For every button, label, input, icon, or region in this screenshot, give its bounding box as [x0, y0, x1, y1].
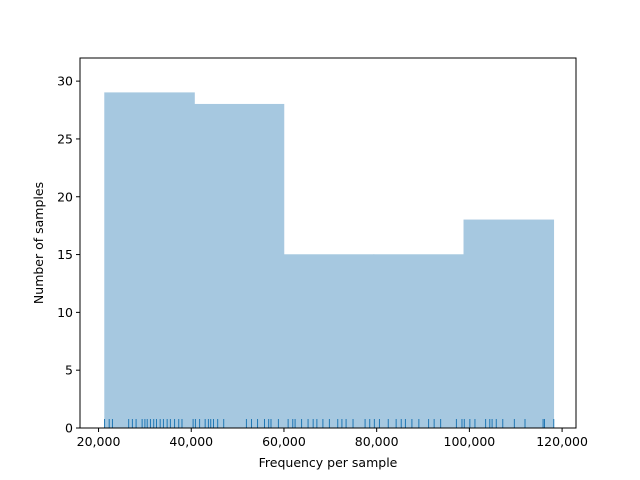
histogram-bar-5 [463, 219, 555, 429]
y-tick-label: 20 [57, 189, 73, 204]
x-axis-label: Frequency per sample [259, 455, 398, 470]
rug-marks [104, 419, 555, 428]
y-tick-label: 0 [65, 421, 73, 436]
x-tick-label: 80,000 [355, 434, 399, 449]
y-tick-label: 10 [57, 305, 73, 320]
y-tick-label: 15 [57, 247, 73, 262]
histogram-bar-3 [283, 254, 375, 429]
histogram-bars [104, 92, 555, 429]
histogram-bar-4 [373, 254, 465, 429]
x-tick-label: 40,000 [169, 434, 213, 449]
x-axis-ticks: 20,000 40,000 60,000 80,000 100,000 120,000 [77, 428, 588, 449]
y-tick-label: 5 [65, 363, 73, 378]
histogram-bar-1 [104, 92, 195, 429]
x-tick-label: 20,000 [77, 434, 121, 449]
y-tick-label: 25 [57, 131, 73, 146]
x-tick-label: 100,000 [444, 434, 496, 449]
y-axis-ticks: 0 5 10 15 20 25 30 [57, 74, 80, 436]
plot-frame [79, 57, 577, 429]
y-axis-label: Number of samples [31, 182, 46, 304]
x-tick-label: 60,000 [262, 434, 306, 449]
histogram-bar-2 [194, 103, 285, 429]
y-tick-label: 30 [57, 74, 73, 89]
x-tick-label: 120,000 [536, 434, 588, 449]
